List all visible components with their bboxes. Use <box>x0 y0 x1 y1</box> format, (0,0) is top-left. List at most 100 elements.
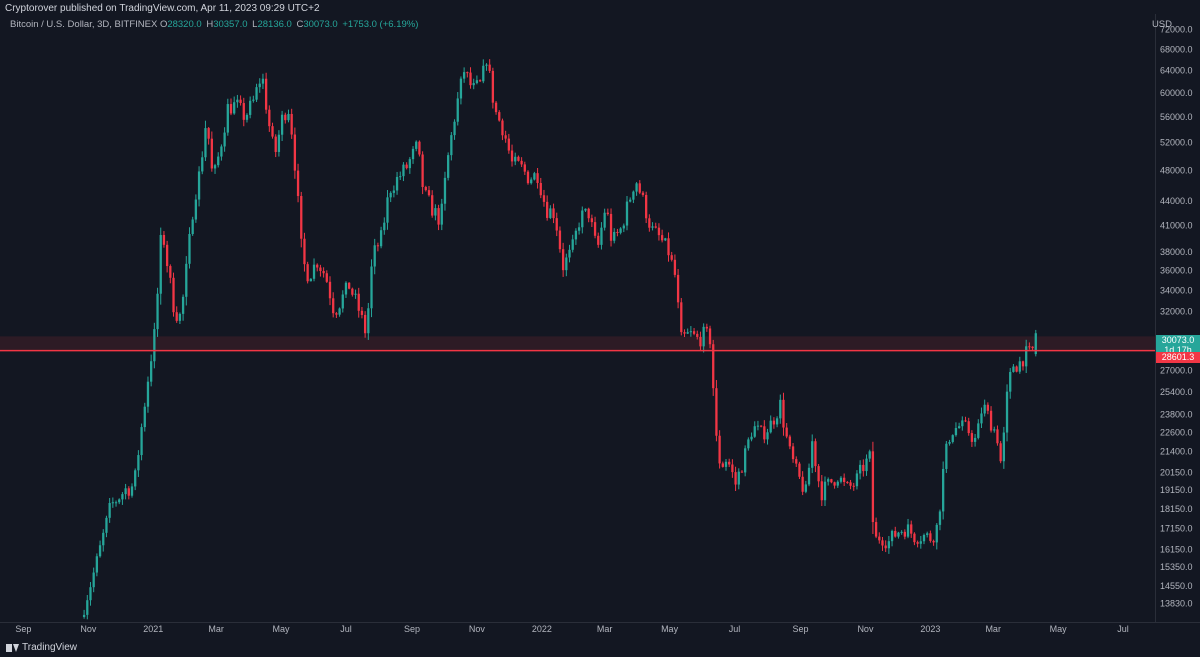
candle-body <box>807 467 811 485</box>
candle-body <box>843 477 846 483</box>
price-tick-label: 60000.0 <box>1160 88 1193 98</box>
candle-body <box>507 138 510 151</box>
candle <box>606 208 609 216</box>
candle-body <box>434 208 437 216</box>
candle <box>233 96 236 115</box>
candle <box>300 191 303 248</box>
candle <box>903 529 906 540</box>
candle <box>708 325 712 349</box>
candle-body <box>255 87 258 100</box>
resistance-zone <box>0 336 1155 351</box>
candle-body <box>753 426 756 437</box>
candle-body <box>910 524 913 534</box>
candle-body <box>935 524 938 543</box>
time-axis[interactable]: Sep Nov 2021 Mar May Jul Sep Nov 2022 Mar May Jul Se… <box>15 624 1128 634</box>
candle-body <box>207 128 210 139</box>
tradingview-logo[interactable]: TradingView <box>6 642 77 653</box>
candle-body <box>102 532 105 546</box>
candle-body <box>437 208 440 225</box>
candle <box>252 95 255 103</box>
symbol-title[interactable]: Bitcoin / U.S. Dollar, 3D, BITFINEX <box>10 19 158 30</box>
price-axis[interactable]: 72000.0 68000.0 64000.0 60000.0 56000.0 52000… <box>1160 25 1193 609</box>
candle-body <box>606 212 609 214</box>
candle-body <box>488 64 491 71</box>
candle-body <box>261 78 265 84</box>
candle-body <box>546 201 549 218</box>
candle <box>910 520 913 538</box>
candle-body <box>169 266 172 278</box>
candle <box>542 189 546 207</box>
time-tick-label: Sep <box>793 624 809 634</box>
candle <box>351 287 354 297</box>
candle <box>424 185 427 192</box>
candle-body <box>172 277 175 313</box>
high-value: 30357.0 <box>213 19 248 30</box>
candle <box>303 232 306 272</box>
candle <box>1025 339 1028 374</box>
candle-body <box>769 420 772 433</box>
candle <box>98 540 102 558</box>
candle-body <box>194 199 198 220</box>
candle <box>890 529 894 547</box>
candle <box>715 380 718 442</box>
candle <box>258 78 261 93</box>
candle-body <box>213 165 217 169</box>
candle-body <box>718 435 721 464</box>
candle <box>188 227 191 269</box>
candle-body <box>597 235 600 245</box>
candle <box>239 95 242 106</box>
candle <box>459 76 463 105</box>
currency-label[interactable]: USD <box>1151 19 1172 30</box>
price-tick-label: 22600.0 <box>1160 428 1193 438</box>
candle <box>264 72 268 114</box>
time-tick-label: May <box>661 624 679 634</box>
candle-body <box>418 141 421 155</box>
candle-body <box>121 494 124 500</box>
candle-body <box>731 464 734 473</box>
price-tick-label: 19150.0 <box>1160 485 1193 495</box>
candle <box>1034 329 1037 357</box>
candle-body <box>561 249 565 271</box>
candle <box>348 282 351 290</box>
candle-body <box>210 138 213 169</box>
candle-body <box>654 226 657 228</box>
candle <box>159 227 162 305</box>
candle <box>220 144 223 161</box>
candle <box>185 256 188 306</box>
time-tick-label: Nov <box>857 624 874 634</box>
candle <box>498 110 501 122</box>
candle-body <box>92 572 95 588</box>
candle <box>632 190 635 204</box>
high-label: H <box>206 19 214 30</box>
candle <box>900 530 903 535</box>
price-tick-label: 48000.0 <box>1160 166 1193 176</box>
candle-body <box>447 155 450 178</box>
candle <box>1005 384 1009 442</box>
price-tick-label: 68000.0 <box>1160 44 1193 54</box>
candle-body <box>951 435 954 442</box>
candle <box>571 234 574 253</box>
candle-body <box>1025 346 1028 367</box>
candle-body <box>692 331 696 334</box>
candle <box>846 481 849 484</box>
candle-body <box>817 466 820 482</box>
candle <box>759 425 763 428</box>
candle <box>526 170 530 185</box>
candle-body <box>459 78 463 99</box>
candle-body <box>785 427 788 437</box>
candle <box>127 486 130 500</box>
candle-body <box>453 121 456 136</box>
candle <box>134 468 137 491</box>
candle-body <box>344 282 348 295</box>
candle-body <box>724 461 728 467</box>
candle <box>734 466 737 491</box>
candle <box>418 140 421 157</box>
candle <box>415 140 418 152</box>
candle-body <box>836 481 839 486</box>
candle <box>1015 365 1018 373</box>
candle-body <box>405 164 408 169</box>
candle-body <box>341 294 344 309</box>
candle <box>558 226 562 253</box>
candle <box>335 311 338 318</box>
